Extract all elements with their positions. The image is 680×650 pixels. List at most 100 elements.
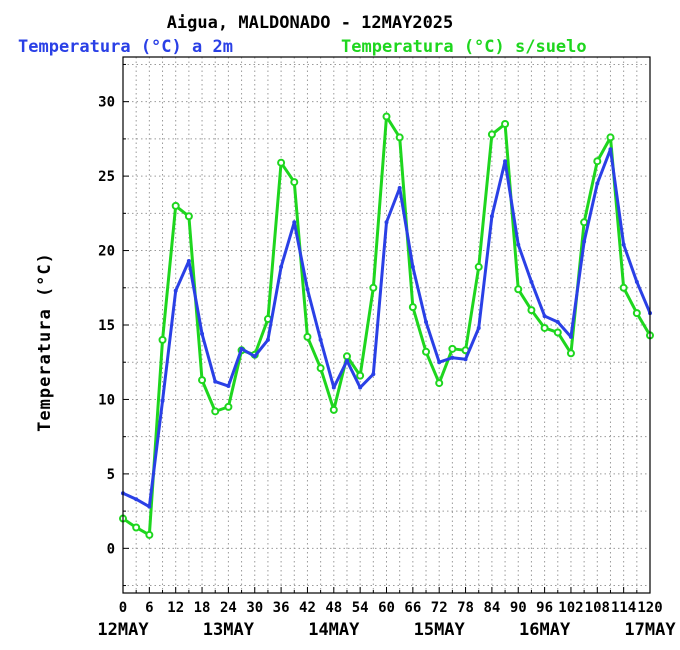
data-point-2m [318,337,323,342]
grid [123,57,650,593]
data-point-2m [424,320,429,325]
day-label: 17MAY [624,620,676,640]
data-point-suelo [619,283,628,292]
data-point-suelo [593,157,602,166]
data-point-suelo [408,303,417,312]
data-point-2m [397,186,402,191]
data-point-suelo [382,112,391,121]
data-point-suelo [277,158,286,167]
data-point-2m [160,398,165,403]
x-tick-label: 72 [431,600,448,616]
x-tick-label: 54 [352,600,369,616]
data-point-2m [489,214,494,219]
data-point-2m [450,355,455,360]
series-2m [121,147,652,509]
y-tick-label: 0 [107,541,115,557]
data-point-suelo [198,376,207,385]
data-point-suelo [395,133,404,142]
data-point-2m [529,279,534,284]
data-point-suelo [553,328,562,337]
data-point-suelo [171,201,180,210]
data-point-suelo [435,379,444,388]
y-tick-label: 10 [98,392,115,408]
x-tick-label: 12 [167,600,184,616]
x-tick-label: 102 [558,600,583,616]
day-label: 15MAY [414,620,466,640]
x-tick-label: 96 [536,600,553,616]
chart-title: Aigua, MALDONADO - 12MAY2025 [167,13,454,33]
y-tick-label: 25 [98,169,115,185]
data-point-2m [305,287,310,292]
data-point-suelo [580,218,589,227]
data-point-2m [503,159,508,164]
data-point-2m [476,325,481,330]
y-tick-label: 15 [98,318,115,334]
data-point-2m [621,242,626,247]
data-point-2m [463,357,468,362]
data-point-suelo [474,262,483,271]
data-point-2m [595,181,600,186]
y-axis-label: Temperatura (°C) [35,252,55,432]
data-point-2m [186,258,191,263]
data-point-suelo [356,371,365,380]
x-tick-label: 30 [246,600,263,616]
series-suelo [119,112,654,539]
data-point-2m [226,384,231,389]
data-point-2m [608,147,613,152]
data-point-2m [173,288,178,293]
data-point-suelo [448,344,457,353]
data-point-2m [213,379,218,384]
y-tick-label: 20 [98,244,115,260]
y-tick-label: 30 [98,95,115,111]
data-point-2m [239,346,244,351]
x-tick-label: 6 [145,600,153,616]
data-point-2m [371,372,376,377]
data-point-2m [252,354,257,359]
data-point-2m [331,385,336,390]
data-point-suelo [329,405,338,414]
data-point-suelo [514,285,523,294]
x-tick-label: 108 [585,600,610,616]
data-point-suelo [316,364,325,373]
data-point-suelo [487,130,496,139]
data-point-2m [147,504,152,509]
data-point-2m [568,334,573,339]
x-tick-label: 78 [457,600,474,616]
x-tick-label: 48 [325,600,342,616]
data-point-suelo [303,332,312,341]
day-label: 14MAY [308,620,360,640]
x-tick-label: 66 [404,600,421,616]
x-tick-label: 114 [611,600,636,616]
data-point-2m [582,239,587,244]
x-tick-label: 120 [637,600,662,616]
data-point-suelo [422,347,431,356]
data-point-suelo [184,212,193,221]
data-point-suelo [527,306,536,315]
day-label: 16MAY [519,620,571,640]
data-point-2m [555,320,560,325]
x-tick-label: 60 [378,600,395,616]
data-point-suelo [211,407,220,416]
data-point-2m [384,220,389,225]
data-point-2m [279,264,284,269]
plot-frame [122,56,651,594]
data-point-suelo [145,530,154,539]
data-point-suelo [566,349,575,358]
data-point-suelo [290,178,299,187]
data-point-2m [516,242,521,247]
data-point-suelo [369,283,378,292]
series-layer [119,112,654,539]
data-point-2m [358,385,363,390]
data-point-2m [542,314,547,319]
x-tick-label: 90 [510,600,527,616]
data-point-suelo [606,133,615,142]
data-point-suelo [540,323,549,332]
legend-series-2m: Temperatura (°C) a 2m [18,37,233,57]
data-point-2m [634,279,639,284]
data-point-2m [410,264,415,269]
data-point-2m [344,358,349,363]
day-label: 13MAY [203,620,255,640]
data-point-2m [292,220,297,225]
data-point-2m [134,497,139,502]
